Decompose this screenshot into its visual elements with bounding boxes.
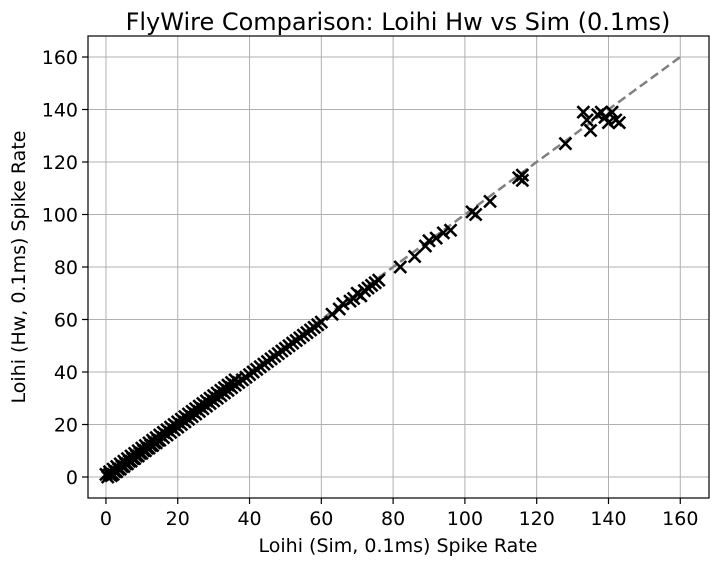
x-tick-label: 160 — [662, 508, 698, 530]
x-tick-label: 120 — [519, 508, 555, 530]
data-point-marker — [580, 113, 594, 127]
y-tick-label: 0 — [66, 467, 78, 489]
data-point-marker — [483, 194, 497, 209]
data-point-marker — [576, 105, 591, 120]
data-point-marker — [468, 207, 483, 222]
data-point-marker — [612, 115, 627, 130]
reference-line — [105, 55, 682, 479]
y-tick-label: 60 — [54, 310, 78, 332]
y-tick-label: 80 — [54, 257, 78, 279]
x-tick-label: 140 — [590, 508, 626, 530]
data-point-marker — [515, 168, 530, 183]
chart-title: FlyWire Comparison: Loihi Hw vs Sim (0.1… — [126, 8, 671, 36]
x-tick-label: 0 — [100, 508, 112, 530]
data-point-marker — [583, 123, 598, 138]
data-point-marker — [443, 223, 458, 238]
data-point-marker — [325, 307, 340, 322]
y-tick-label: 100 — [42, 205, 78, 227]
y-tick-label: 160 — [42, 47, 78, 69]
y-axis-label: Loihi (Hw, 0.1ms) Spike Rate — [8, 131, 30, 404]
data-point-marker — [371, 273, 386, 288]
y-tick-label: 140 — [42, 100, 78, 122]
x-tick-label: 20 — [166, 508, 190, 530]
reference-line-group — [105, 55, 682, 479]
y-axis-ticks: 0 20 40 60 80 100 120 140 160 — [42, 47, 88, 489]
x-tick-label: 100 — [447, 508, 483, 530]
x-tick-label: 80 — [381, 508, 405, 530]
y-tick-label: 120 — [42, 152, 78, 174]
data-points — [99, 105, 627, 484]
x-axis-ticks: 0 20 40 60 80 100 120 140 160 — [100, 498, 698, 530]
data-point-marker — [605, 105, 620, 120]
x-tick-label: 60 — [309, 508, 333, 530]
data-point-marker — [558, 136, 573, 151]
data-point-marker — [393, 260, 408, 274]
data-point-marker — [314, 315, 329, 330]
data-point-marker — [407, 249, 422, 264]
x-tick-label: 40 — [237, 508, 261, 530]
data-point-marker — [515, 173, 530, 188]
data-point-marker — [429, 231, 444, 246]
y-tick-label: 20 — [54, 415, 78, 437]
y-tick-label: 40 — [54, 362, 78, 384]
x-axis-label: Loihi (Sim, 0.1ms) Spike Rate — [259, 535, 538, 557]
